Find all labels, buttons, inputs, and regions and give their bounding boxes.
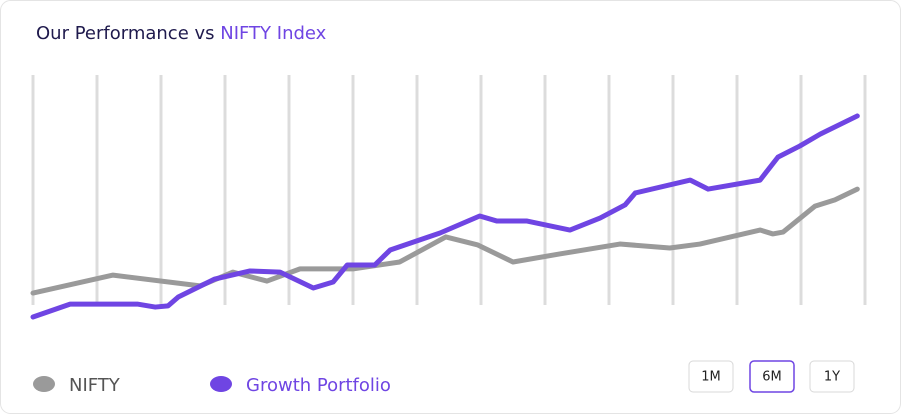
legend-swatch <box>33 376 55 392</box>
chart-title: Our Performance vs NIFTY Index <box>36 23 327 44</box>
range-button-label[interactable]: 1Y <box>824 370 840 385</box>
range-button[interactable] <box>688 360 734 393</box>
range-button-label[interactable]: 1M <box>701 370 721 385</box>
legend-label: NIFTY <box>69 375 121 396</box>
series-line <box>30 113 860 320</box>
title-highlight: NIFTY Index <box>220 23 326 44</box>
grid <box>31 75 867 305</box>
plot <box>30 113 860 320</box>
range-button[interactable] <box>809 360 855 393</box>
range-buttons: 1M 6M 1Y <box>688 360 855 393</box>
range-button[interactable] <box>749 360 795 393</box>
legend: NIFTY Growth Portfolio <box>33 375 391 396</box>
series-line <box>30 186 860 296</box>
legend-label: Growth Portfolio <box>246 375 391 396</box>
title-text: Our Performance vs <box>36 23 220 44</box>
legend-swatch <box>210 376 232 392</box>
range-button-label[interactable]: 6M <box>762 370 782 385</box>
